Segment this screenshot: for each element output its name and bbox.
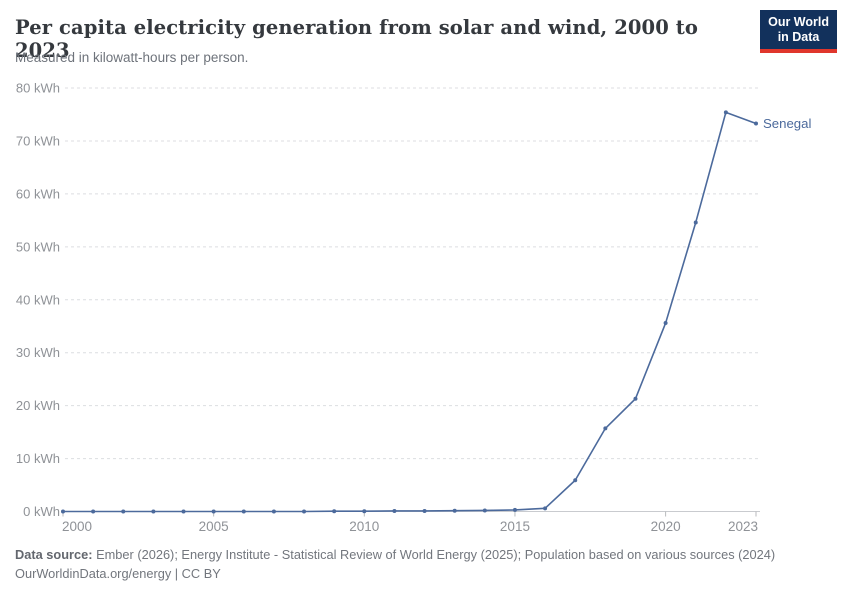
x-tick-label: 2010 xyxy=(349,519,379,534)
owid-logo-line2: in Data xyxy=(777,30,820,45)
y-tick-label: 10 kWh xyxy=(16,451,60,466)
data-point xyxy=(723,110,728,115)
chart-footer: Data source: Ember (2026); Energy Instit… xyxy=(15,545,835,583)
data-point xyxy=(422,508,427,513)
data-point xyxy=(392,508,397,513)
y-tick-label: 0 kWh xyxy=(23,504,60,519)
data-point xyxy=(633,396,638,401)
data-source-label: Data source: xyxy=(15,547,93,562)
owid-logo: Our World in Data xyxy=(760,10,837,53)
y-tick-label: 80 kWh xyxy=(16,81,60,96)
x-tick-label: 2000 xyxy=(62,519,92,534)
data-point xyxy=(663,321,668,326)
data-point xyxy=(151,509,156,514)
data-point xyxy=(603,426,608,431)
data-point xyxy=(181,509,186,514)
chart-subtitle: Measured in kilowatt-hours per person. xyxy=(15,50,249,65)
license-line: OurWorldinData.org/energy | CC BY xyxy=(15,566,221,581)
series-line xyxy=(63,111,757,513)
data-point xyxy=(302,509,307,514)
x-tick-label: 2020 xyxy=(651,519,681,534)
data-point xyxy=(754,121,758,126)
owid-logo-line1: Our World xyxy=(768,15,829,29)
chart-title: Per capita electricity generation from s… xyxy=(15,16,698,62)
data-point xyxy=(482,508,487,513)
data-point xyxy=(543,506,548,511)
y-tick-label: 70 kWh xyxy=(16,133,60,148)
data-source-text: Ember (2026); Energy Institute - Statist… xyxy=(92,547,776,562)
y-tick-label: 40 kWh xyxy=(16,292,60,307)
y-tick-label: 50 kWh xyxy=(16,239,60,254)
y-tick-label: 30 kWh xyxy=(16,345,60,360)
y-tick-label: 60 kWh xyxy=(16,186,60,201)
data-source-line: Data source: Ember (2026); Energy Instit… xyxy=(15,545,835,564)
data-point xyxy=(512,507,517,512)
data-point xyxy=(91,509,96,514)
data-point xyxy=(362,509,367,514)
data-point xyxy=(573,478,578,483)
x-tick-label: 2015 xyxy=(500,519,530,534)
x-tick-label: 2005 xyxy=(199,519,229,534)
data-point xyxy=(61,509,65,514)
data-point xyxy=(271,509,276,514)
data-point xyxy=(241,509,246,514)
data-point xyxy=(211,509,216,514)
data-point xyxy=(332,509,337,514)
entity-label: Senegal xyxy=(763,116,811,131)
data-point xyxy=(452,508,457,513)
x-tick-label: 2023 xyxy=(728,519,758,534)
y-tick-label: 20 kWh xyxy=(16,398,60,413)
data-point xyxy=(693,220,698,225)
data-point xyxy=(121,509,126,514)
